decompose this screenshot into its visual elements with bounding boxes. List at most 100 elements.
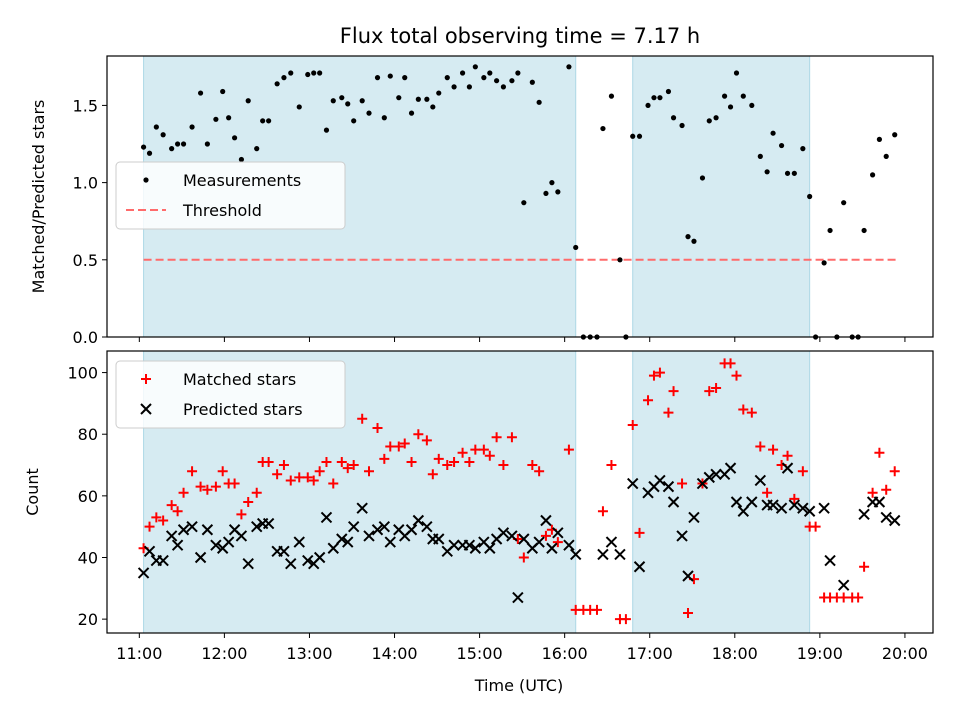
matched-stars-point xyxy=(172,506,183,517)
predicted-stars-point xyxy=(222,536,235,548)
y-tick-label: 0.0 xyxy=(73,328,98,347)
matched-stars-point xyxy=(449,456,460,467)
predicted-stars-point xyxy=(824,554,836,567)
measurement-point xyxy=(691,238,697,244)
predicted-stars-point xyxy=(724,462,737,474)
y-tick-label: 100 xyxy=(67,364,98,383)
predicted-stars-point xyxy=(797,502,809,514)
chart-title: Flux total observing time = 7.17 h xyxy=(340,24,700,48)
measurement-point xyxy=(213,116,219,122)
predicted-stars-point xyxy=(251,520,263,533)
measurement-point xyxy=(608,93,615,99)
x-axis-label: Time (UTC) xyxy=(474,676,563,695)
matched-stars-point xyxy=(342,463,353,474)
matched-stars-point xyxy=(668,386,679,397)
predicted-stars-point xyxy=(433,533,445,545)
measurement-point xyxy=(509,78,515,84)
matched-stars-point xyxy=(683,607,694,618)
measurement-point xyxy=(521,200,527,206)
predicted-stars-point xyxy=(262,517,275,530)
matched-stars-point xyxy=(379,453,390,464)
predicted-stars-point xyxy=(858,508,870,521)
matched-stars-point xyxy=(348,460,359,471)
matched-stars-point xyxy=(166,500,177,511)
legend-marker xyxy=(143,177,149,183)
measurement-point xyxy=(472,64,478,70)
matched-stars-point xyxy=(217,466,228,477)
matched-stars-point xyxy=(654,367,665,378)
measurement-point xyxy=(791,170,797,176)
measurement-point xyxy=(870,172,876,178)
measurement-point xyxy=(770,130,776,136)
predicted-stars-point xyxy=(342,536,354,548)
observing-interval-shade xyxy=(632,350,811,634)
matched-stars-point xyxy=(406,456,417,467)
matched-stars-point xyxy=(229,478,240,489)
predicted-stars-point xyxy=(463,539,476,551)
measurement-point xyxy=(402,75,408,81)
measurement-point xyxy=(226,115,232,121)
predicted-stars-point xyxy=(177,524,190,536)
x-tick-label: 11:00 xyxy=(116,644,162,663)
matched-stars-point xyxy=(336,456,347,467)
legend-label: Threshold xyxy=(182,201,262,220)
matched-stars-point xyxy=(364,466,375,477)
matched-stars-point xyxy=(731,370,742,381)
measurement-point xyxy=(180,141,187,147)
measurement-point xyxy=(374,75,381,81)
measurement-point xyxy=(153,124,159,130)
measurement-point xyxy=(175,141,181,147)
matched-stars-point xyxy=(552,537,563,548)
matched-stars-point xyxy=(144,521,155,532)
x-tick-label: 20:00 xyxy=(882,644,928,663)
matched-stars-point xyxy=(195,481,206,492)
measurement-point xyxy=(529,79,535,85)
measurement-point xyxy=(381,115,387,121)
measurement-point xyxy=(821,260,827,266)
measurement-point xyxy=(740,93,746,99)
matched-stars-point xyxy=(178,487,189,498)
matched-stars-point xyxy=(285,475,296,486)
bottom-panel: 11:00 12:00 13:00 14:00 15:00 16:00 17:00 18:00… xyxy=(23,350,934,663)
predicted-stars-point xyxy=(597,548,609,561)
measurement-point xyxy=(749,102,755,109)
matched-stars-point xyxy=(738,404,749,415)
matched-stars-point xyxy=(704,386,715,397)
legend-label: Predicted stars xyxy=(183,400,303,419)
measurement-point xyxy=(220,88,226,95)
measurement-point xyxy=(807,193,813,200)
predicted-stars-point xyxy=(518,533,530,545)
measurement-point xyxy=(232,135,238,141)
matched-stars-point xyxy=(263,456,274,467)
matched-stars-point xyxy=(151,512,162,523)
matched-stars-point xyxy=(527,460,538,471)
predicted-stars-point xyxy=(546,542,558,554)
predicted-stars-point xyxy=(667,496,680,508)
matched-stars-point xyxy=(314,466,325,477)
measurement-point xyxy=(245,98,251,104)
measurement-point xyxy=(566,64,572,70)
predicted-stars-point xyxy=(552,527,564,539)
predicted-stars-point xyxy=(201,524,214,536)
predicted-stars-point xyxy=(186,520,198,533)
matched-stars-point xyxy=(427,469,438,480)
measurement-point xyxy=(500,84,507,90)
measurement-point xyxy=(140,144,147,150)
predicted-stars-point xyxy=(533,536,545,548)
predicted-stars-point xyxy=(775,502,788,514)
legend-marker xyxy=(141,374,151,384)
matched-stars-point xyxy=(563,444,574,455)
measurement-point xyxy=(733,70,740,76)
measurement-point xyxy=(784,170,791,176)
legend-box xyxy=(115,360,346,429)
matched-stars-point xyxy=(158,515,169,526)
predicted-stars-point xyxy=(627,477,639,490)
matched-stars-point xyxy=(663,407,674,418)
predicted-stars-point xyxy=(788,499,801,511)
matched-stars-point xyxy=(413,429,424,440)
measurement-point xyxy=(146,150,153,156)
legend-box xyxy=(115,161,346,230)
measurement-point xyxy=(311,70,317,76)
matched-stars-point xyxy=(484,450,495,461)
